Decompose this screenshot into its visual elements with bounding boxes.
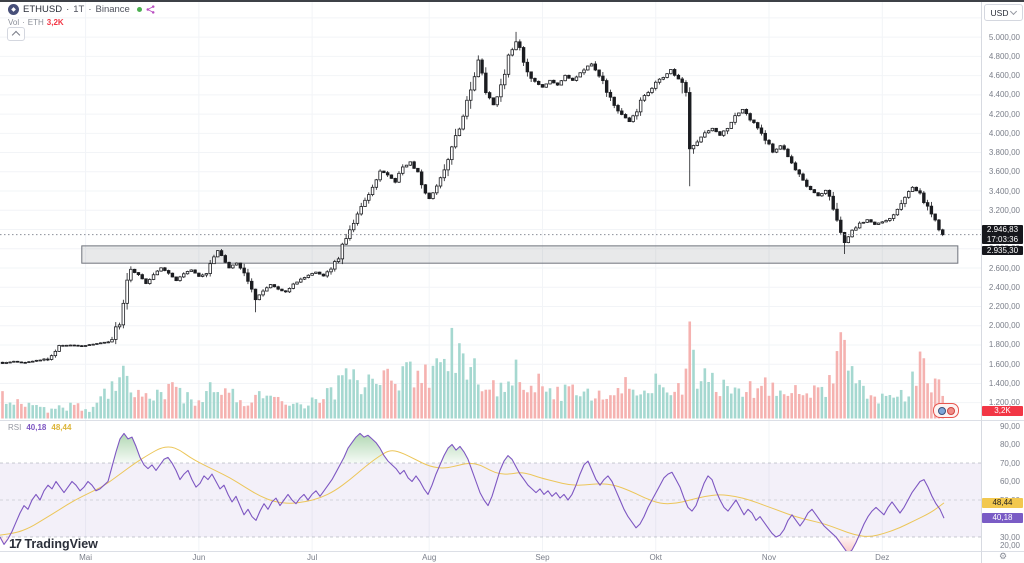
bar-countdown: 17:03:36 [986,234,1019,244]
price-tick-label: 3.200,00 [988,205,1020,215]
sticker-blue-icon [937,406,946,415]
month-tick-label: Aug [422,553,437,562]
interval-label[interactable]: 1T [73,4,85,15]
volume-bars [1,321,945,419]
month-tick-label: Nov [761,553,777,562]
tradingview-wordmark: TradingView [24,536,98,551]
rsi-tick-label: 30,00 [999,532,1020,542]
collapse-legend-button[interactable] [7,27,25,41]
rsi-legend[interactable]: RSI 40,18 48,44 [8,423,71,432]
price-axis-separator [981,2,982,563]
price-tick-label: 4.000,00 [988,128,1020,138]
price-tick-label: 1.600,00 [988,359,1020,369]
currency-label: USD [990,7,1009,18]
volume-unit: ETH [27,18,44,27]
rsi-tick-label: 80,00 [999,440,1020,449]
tradingview-logo[interactable]: 17 TradingView [9,536,98,551]
symbol-name[interactable]: ETHUSD [23,4,63,15]
volume-label: Vol [8,18,20,27]
share-icon[interactable] [146,5,155,14]
rsi-ma-axis-label: 48,44 [982,498,1023,508]
rsi-tick-label: 20,00 [999,540,1020,550]
volume-legend[interactable]: Vol · ETH 3,2K [8,18,64,27]
price-tick-label: 1.200,00 [988,398,1020,408]
volume-axis-label: 3,2K [982,406,1023,416]
sticker-red-icon [946,406,955,415]
current-price-value: 2.946,83 [986,225,1019,234]
rsi-value: 40,18 [26,423,47,432]
month-tick-label: Mai [79,553,93,562]
month-tick-label: Sep [535,553,550,562]
time-axis[interactable] [0,551,981,563]
current-price-label: 2.946,83 17:03:36 [982,225,1023,244]
rectangle-zone-drawing[interactable] [81,245,959,264]
chevron-down-icon [1010,7,1018,16]
pane-separator[interactable] [0,420,1024,421]
candles [0,31,945,365]
price-tick-label: 4.400,00 [988,90,1020,100]
price-tick-label: 3.600,00 [988,167,1020,177]
price-tick-label: 2.000,00 [988,321,1020,331]
month-tick-label: Dez [875,553,890,562]
month-tick-label: Okt [649,553,662,562]
rsi-tick-label: 60,00 [999,477,1020,486]
legend-separator: · [22,18,25,27]
price-tick-label: 4.600,00 [988,71,1020,81]
price-tick-label: 5.000,00 [988,32,1020,42]
price-tick-label: 3.800,00 [988,148,1020,158]
symbol-legend[interactable]: ◆ ETHUSD · 1T · Binance [8,4,155,15]
secondary-price-value: 2.935,30 [986,245,1019,255]
exchange-label: Binance [95,4,130,15]
secondary-price-label: 2.935,30 [982,245,1023,255]
chevron-up-icon [11,30,21,40]
rsi-axis-label: 40,18 [982,513,1023,523]
price-axis[interactable]: 5.200,005.000,004.800,004.600,004.400,00… [981,2,1024,563]
month-tick-label: Jul [307,553,318,562]
volume-value: 3,2K [46,18,64,27]
price-tick-label: 1.400,00 [988,378,1020,388]
time-axis-separator [0,551,1024,552]
price-tick-label: 2.600,00 [988,263,1020,273]
currency-selector-button[interactable]: USD [984,4,1023,21]
sticker-emoji-drawing[interactable] [933,403,959,418]
price-tick-label: 3.400,00 [988,186,1020,196]
gear-icon[interactable]: ⚙ [999,551,1008,561]
eth-logo-icon: ◆ [8,4,19,15]
month-tick-label: Jun [192,553,206,562]
price-tick-label: 1.800,00 [988,340,1020,350]
price-tick-label: 4.800,00 [988,51,1020,61]
legend-separator: · [88,4,92,15]
rsi-pane[interactable] [0,432,981,553]
price-tick-label: 2.200,00 [988,301,1020,311]
legend-separator: · [66,4,70,15]
rsi-ma-value: 48,44 [51,423,72,432]
rsi-name: RSI [8,423,22,432]
rsi-line[interactable] [0,432,945,553]
rsi-tick-label: 70,00 [999,458,1020,468]
window-top-edge [0,0,1024,2]
market-status-icon[interactable] [136,7,142,12]
rsi-ma-line[interactable] [0,446,945,537]
price-tick-label: 2.400,00 [988,282,1020,292]
rsi-tick-label: 90,00 [999,421,1020,431]
tradingview-logo-icon: 17 [9,536,22,551]
price-tick-label: 4.200,00 [988,109,1020,119]
